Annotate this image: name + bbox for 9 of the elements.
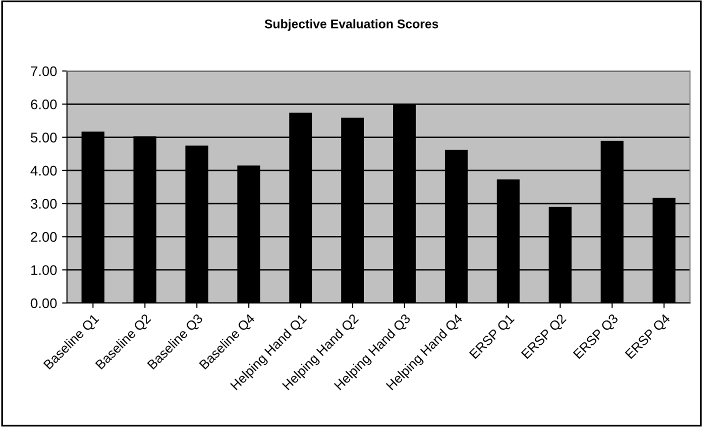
chart-title: Subjective Evaluation Scores (264, 19, 438, 31)
y-tick-label: 7.00 (30, 66, 57, 76)
y-tick-label: 4.00 (30, 166, 57, 176)
y-tick-label: 0.00 (30, 298, 57, 308)
y-tick-label: 2.00 (30, 232, 57, 242)
y-tick-label: 1.00 (31, 265, 57, 276)
y-tick-label: 3.00 (30, 198, 57, 209)
y-tick-label: 5.00 (30, 132, 57, 142)
y-tick-label: 6.00 (30, 99, 57, 110)
